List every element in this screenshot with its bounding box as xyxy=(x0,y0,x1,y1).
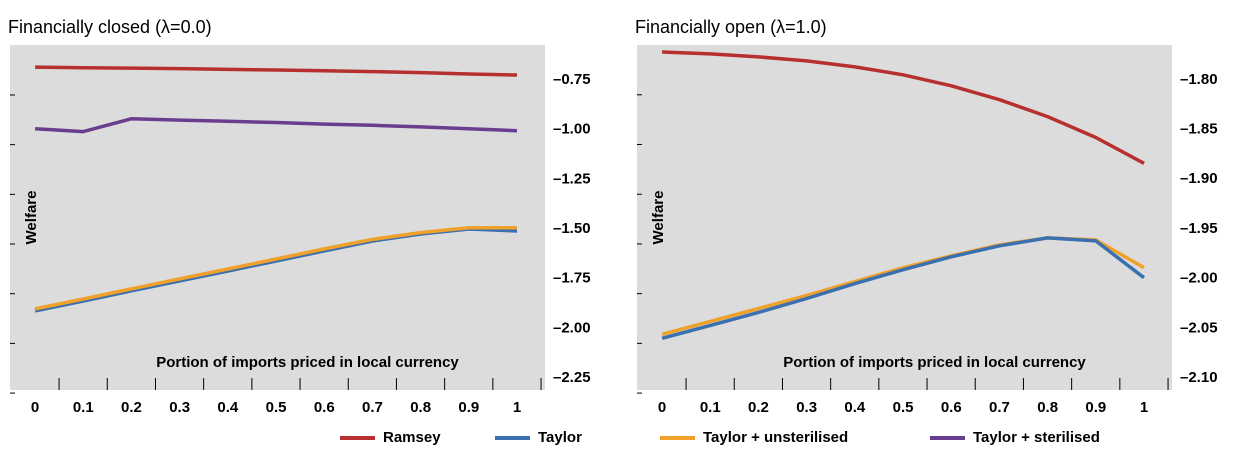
y-tick-label: –2.25 xyxy=(553,369,591,386)
y-tick-label: –1.25 xyxy=(553,170,591,187)
x-tick-label: 0.7 xyxy=(989,399,1010,416)
x-tick-label: 0.4 xyxy=(217,399,239,416)
x-tick-label: 0 xyxy=(31,399,39,416)
x-tick-label: 0.9 xyxy=(458,399,479,416)
y-tick-label: –2.05 xyxy=(1180,319,1218,336)
legend-label: Ramsey xyxy=(383,429,441,446)
x-tick-label: 0.5 xyxy=(893,399,914,416)
y-axis-label: Welfare xyxy=(23,191,40,245)
y-tick-label: –2.10 xyxy=(1180,369,1218,386)
legend-label: Taylor + sterilised xyxy=(973,429,1100,446)
series-line xyxy=(34,116,518,134)
y-tick-label: –2.00 xyxy=(1180,270,1218,287)
x-tick-label: 0.8 xyxy=(410,399,431,416)
y-tick-label: –1.90 xyxy=(1180,170,1218,187)
series-line xyxy=(662,50,1145,165)
series-line xyxy=(35,65,518,77)
y-axis-label: Welfare xyxy=(650,191,667,245)
x-tick-label: 0.1 xyxy=(73,399,94,416)
y-tick-label: –1.80 xyxy=(1180,71,1218,88)
x-tick-label: 0.6 xyxy=(941,399,962,416)
x-tick-label: 0 xyxy=(658,399,666,416)
legend-label: Taylor + unsterilised xyxy=(703,429,848,446)
x-tick-label: 0.6 xyxy=(314,399,335,416)
series-line xyxy=(34,226,517,311)
panel-title: Financially open (λ=1.0) xyxy=(635,17,827,37)
y-tick-label: –1.95 xyxy=(1180,220,1218,237)
x-tick-label: 0.7 xyxy=(362,399,383,416)
x-tick-label: 0.2 xyxy=(748,399,769,416)
x-tick-label: 0.4 xyxy=(844,399,866,416)
panel-title: Financially closed (λ=0.0) xyxy=(8,17,212,37)
plot-area xyxy=(637,45,1172,390)
x-tick-label: 0.3 xyxy=(169,399,190,416)
y-tick-label: –0.75 xyxy=(553,71,591,88)
x-tick-label: 0.8 xyxy=(1037,399,1058,416)
x-tick-label: 1 xyxy=(513,399,521,416)
y-tick-label: –1.75 xyxy=(553,270,591,287)
x-tick-label: 0.3 xyxy=(796,399,817,416)
y-tick-label: –1.00 xyxy=(553,121,591,138)
y-tick-label: –2.00 xyxy=(553,319,591,336)
x-tick-label: 0.9 xyxy=(1085,399,1106,416)
y-tick-label: –1.50 xyxy=(553,220,591,237)
x-axis-label: Portion of imports priced in local curre… xyxy=(156,354,459,371)
legend-label: Taylor xyxy=(538,429,582,446)
plot-area xyxy=(10,45,545,390)
x-tick-label: 0.1 xyxy=(700,399,721,416)
x-axis-label: Portion of imports priced in local curre… xyxy=(783,354,1086,371)
x-tick-label: 1 xyxy=(1140,399,1148,416)
x-tick-label: 0.2 xyxy=(121,399,142,416)
x-tick-label: 0.5 xyxy=(266,399,287,416)
y-tick-label: –1.85 xyxy=(1180,120,1218,137)
series-line xyxy=(661,236,1146,340)
